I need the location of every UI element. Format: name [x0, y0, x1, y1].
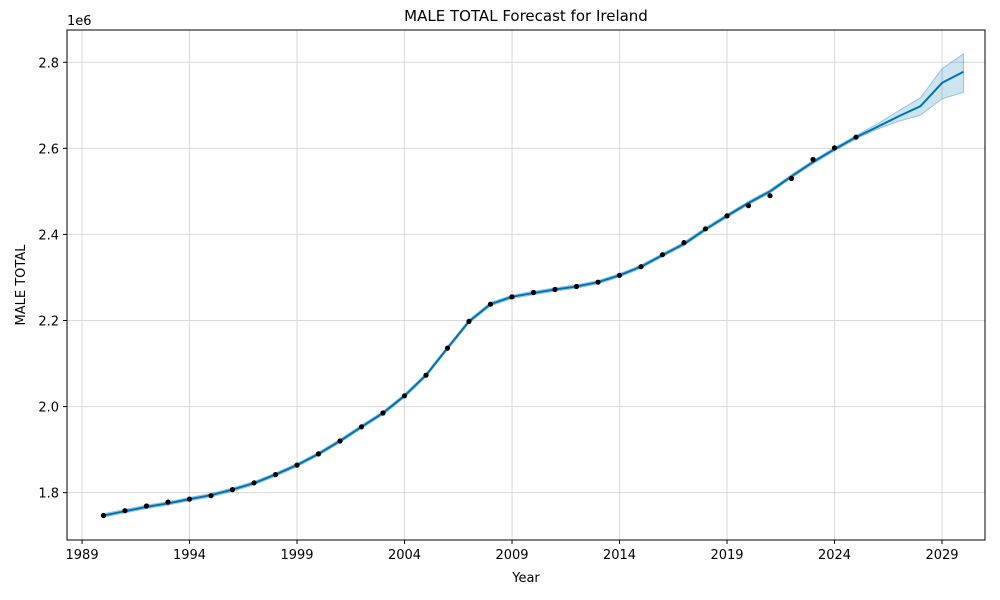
observed-point [530, 289, 537, 296]
observed-point [466, 318, 472, 324]
observed-point [380, 410, 386, 416]
observed-point [810, 156, 816, 163]
observed-point [272, 472, 279, 478]
observed-point [595, 279, 601, 285]
chart-title: MALE TOTAL Forecast for Ireland [404, 7, 648, 25]
plot-frame [66, 29, 986, 541]
y-tick-label: 2.0 [38, 401, 59, 416]
grid-layer [67, 30, 985, 540]
observed-point [337, 438, 343, 444]
observed-point [552, 286, 558, 293]
observed-point [423, 372, 429, 378]
observed-point [401, 393, 408, 399]
observed-point [294, 462, 300, 468]
y-tick-label: 2.2 [38, 315, 59, 330]
observed-point [229, 487, 236, 493]
y-tick-label: 1.8 [38, 487, 59, 502]
x-tick-label: 2019 [710, 548, 743, 563]
observed-point [165, 499, 171, 505]
observed-point [831, 145, 838, 151]
x-tick-label: 1994 [173, 548, 206, 563]
x-tick-label: 2014 [603, 548, 636, 563]
observed-point [702, 226, 709, 232]
y-axis-ticks: 1.8 2.0 2.2 2.4 2.6 2.8 [38, 56, 67, 502]
observed-point [358, 424, 365, 430]
x-axis-ticks: 1989 1994 1999 2004 2009 2014 2019 2024 2029 [66, 540, 959, 563]
observed-point [681, 240, 687, 246]
observed-point [788, 175, 795, 182]
observed-point [659, 252, 666, 258]
x-tick-label: 2004 [388, 548, 421, 563]
observed-point [251, 480, 257, 486]
y-axis-title: MALE TOTAL [14, 244, 29, 326]
observed-point [638, 264, 644, 270]
x-tick-label: 1999 [280, 548, 313, 563]
observed-point [143, 503, 150, 509]
y-tick-label: 2.8 [38, 56, 59, 71]
observed-point [573, 283, 580, 290]
observed-point [122, 508, 128, 514]
y-tick-label: 2.6 [38, 142, 59, 157]
y-axis-offset-label: 1e6 [67, 14, 92, 29]
uncertainty-band-layer [103, 52, 964, 518]
y-tick-label: 2.4 [38, 228, 59, 243]
observed-point [616, 272, 623, 278]
observed-point [487, 301, 494, 307]
observed-point [315, 451, 322, 457]
x-tick-label: 1989 [66, 548, 99, 563]
observed-points-layer [100, 134, 859, 519]
observed-point [186, 496, 193, 502]
uncertainty-band [103, 52, 964, 518]
observed-point [100, 512, 107, 519]
observed-point [853, 134, 859, 140]
x-axis-title: Year [511, 571, 540, 586]
observed-point [767, 193, 773, 199]
observed-point [745, 203, 752, 209]
x-tick-label: 2009 [495, 548, 528, 563]
observed-point [208, 493, 214, 499]
observed-point [444, 345, 451, 351]
observed-point [509, 294, 515, 300]
x-tick-label: 2024 [818, 548, 851, 563]
x-tick-label: 2029 [925, 548, 958, 563]
observed-point [724, 213, 730, 219]
